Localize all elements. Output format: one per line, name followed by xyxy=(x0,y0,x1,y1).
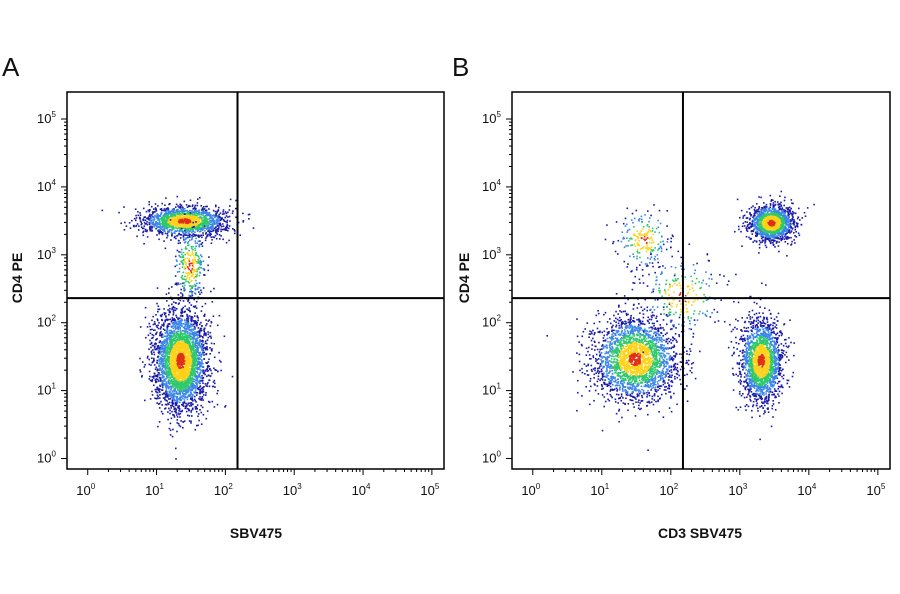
x-tick-label: 100 xyxy=(521,482,540,498)
y-tick-label: 100 xyxy=(37,449,56,465)
panel-b: B CD4 PE CD3 SBV475 100 101 102 103 104 10510… xyxy=(452,52,891,541)
y-tick-label: 103 xyxy=(37,246,56,262)
y-tick-label: 104 xyxy=(482,178,501,194)
population-b-4 xyxy=(604,204,676,284)
x-axis-title-b: CD3 SBV475 xyxy=(658,525,742,541)
x-tick-label: 101 xyxy=(145,482,164,498)
y-tick-label: 102 xyxy=(482,314,501,330)
scatter-events-b xyxy=(546,190,815,451)
population-a-1 xyxy=(101,195,255,253)
y-axis-title-b: CD4 PE xyxy=(456,253,472,304)
population-b-2 xyxy=(546,288,701,451)
panel-a: A CD4 PE SBV475 100 101 102 103 104 105 100 101… xyxy=(2,52,445,541)
y-tick-label: 100 xyxy=(482,449,501,465)
quadrant-gate-a xyxy=(67,92,444,469)
x-tick-label: 101 xyxy=(590,482,609,498)
x-tick-label: 102 xyxy=(214,482,233,498)
y-tick-label: 101 xyxy=(482,382,501,398)
x-tick-label: 104 xyxy=(797,482,816,498)
x-tick-label: 105 xyxy=(866,482,885,498)
scatter-events-a xyxy=(101,195,255,460)
y-tick-label: 103 xyxy=(482,246,501,262)
x-tick-label: 103 xyxy=(283,482,302,498)
y-tick-label: 102 xyxy=(37,314,56,330)
population-b-1 xyxy=(734,190,815,257)
x-axis-title-a: SBV475 xyxy=(230,525,282,541)
x-tick-label: 105 xyxy=(420,482,439,498)
axis-ticks-b: 100 101 102 103 104 105 100 101 102 103 104 105 xyxy=(482,110,886,498)
plot-frame-a xyxy=(66,91,445,470)
panel-letter-a: A xyxy=(2,52,20,82)
quadrant-gate-b xyxy=(512,92,890,469)
panel-letter-b: B xyxy=(452,52,469,82)
y-tick-label: 104 xyxy=(37,178,56,194)
population-b-3 xyxy=(727,282,795,441)
y-axis-title-a: CD4 PE xyxy=(9,253,25,304)
axis-ticks-a: 100 101 102 103 104 105 100 101 102 103 104 105 xyxy=(37,110,440,498)
x-tick-label: 102 xyxy=(659,482,678,498)
population-b-5 xyxy=(631,243,740,364)
y-tick-label: 105 xyxy=(482,110,501,126)
y-tick-label: 105 xyxy=(37,110,56,126)
y-tick-label: 101 xyxy=(37,382,56,398)
plot-frame-b xyxy=(511,91,891,470)
population-a-2 xyxy=(139,267,234,460)
x-tick-label: 103 xyxy=(728,482,747,498)
x-tick-label: 104 xyxy=(352,482,371,498)
x-tick-label: 100 xyxy=(76,482,95,498)
